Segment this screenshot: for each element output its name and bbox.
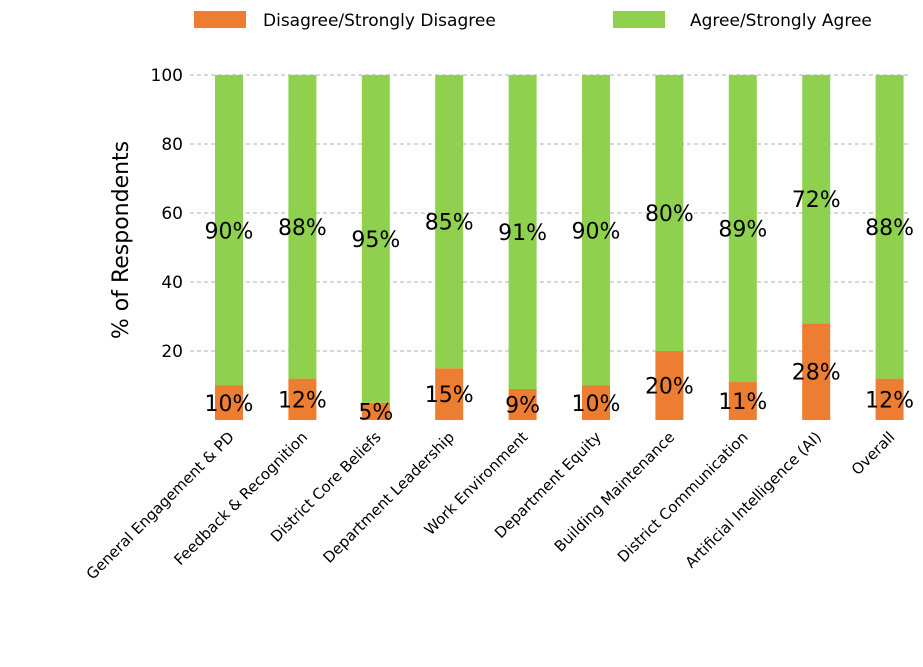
data-label-agree: 90% [572, 219, 621, 244]
data-label-agree: 88% [278, 216, 327, 241]
bar-disagree [802, 323, 831, 420]
bar-agree [435, 75, 464, 369]
x-tick-label: General Engagement & PD [83, 428, 238, 583]
x-tick-label: Feedback & Recognition [171, 428, 312, 569]
x-tick-label: District Communication [614, 428, 752, 566]
bar-agree [582, 75, 610, 386]
legend-label: Disagree/Strongly Disagree [263, 11, 496, 31]
legend-swatch [613, 11, 665, 28]
data-label-disagree: 15% [425, 383, 474, 408]
legend-swatch [194, 11, 246, 28]
data-label-agree: 91% [498, 221, 547, 246]
data-label-disagree: 12% [865, 388, 914, 413]
y-tick-label: 80 [161, 135, 183, 155]
x-tick-label: Department Leadership [319, 428, 458, 567]
legend-label: Agree/Strongly Agree [690, 11, 872, 31]
bar-agree [802, 75, 831, 324]
bar-agree [875, 75, 904, 379]
data-label-agree: 72% [792, 188, 841, 213]
y-tick-label: 40 [161, 273, 183, 293]
y-tick-label: 20 [161, 342, 183, 362]
bar-disagree [582, 385, 610, 420]
y-axis-title: % of Respondents [109, 141, 134, 339]
bar-disagree [435, 368, 464, 420]
data-label-agree: 90% [205, 219, 254, 244]
legend: Disagree/Strongly Disagree Agree/Strongly… [194, 11, 872, 31]
bar-agree [361, 75, 390, 403]
data-labels: 10% 90% 12% 88% 5% 95% 15% 85% 9% 91% 10% 90% 20% 80%… [205, 188, 915, 425]
data-label-disagree: 20% [645, 375, 694, 400]
bar-disagree [875, 378, 904, 420]
bar-agree [728, 75, 757, 383]
data-label-disagree: 28% [792, 361, 841, 386]
x-tick-label: Building Maintenance [551, 428, 678, 555]
bars [215, 75, 904, 420]
bar-disagree [215, 385, 243, 420]
data-label-disagree: 11% [718, 390, 767, 415]
data-label-agree: 85% [425, 211, 474, 236]
bar-disagree [508, 388, 537, 420]
bar-agree [508, 75, 537, 389]
data-label-disagree: 10% [572, 392, 621, 417]
bar-agree [215, 75, 243, 386]
data-label-disagree: 5% [358, 400, 393, 425]
x-tick-label: Artificial Intelligence (AI) [682, 428, 825, 571]
data-label-agree: 80% [645, 202, 694, 227]
data-label-disagree: 9% [505, 393, 540, 418]
data-label-agree: 88% [865, 216, 914, 241]
bar-disagree [655, 351, 684, 420]
data-label-agree: 89% [718, 218, 767, 243]
bar-agree [288, 75, 317, 379]
bar-disagree [288, 378, 317, 420]
x-tick-label: Overall [848, 428, 899, 479]
y-tick-label: 100 [151, 66, 183, 86]
bar-disagree [361, 402, 390, 420]
y-axis: 20 40 60 80 100 [151, 66, 183, 362]
y-tick-label: 60 [161, 204, 183, 224]
bar-agree [655, 75, 684, 351]
bar-disagree [728, 382, 757, 420]
data-label-agree: 95% [351, 228, 400, 253]
data-label-disagree: 10% [205, 392, 254, 417]
data-label-disagree: 12% [278, 388, 327, 413]
